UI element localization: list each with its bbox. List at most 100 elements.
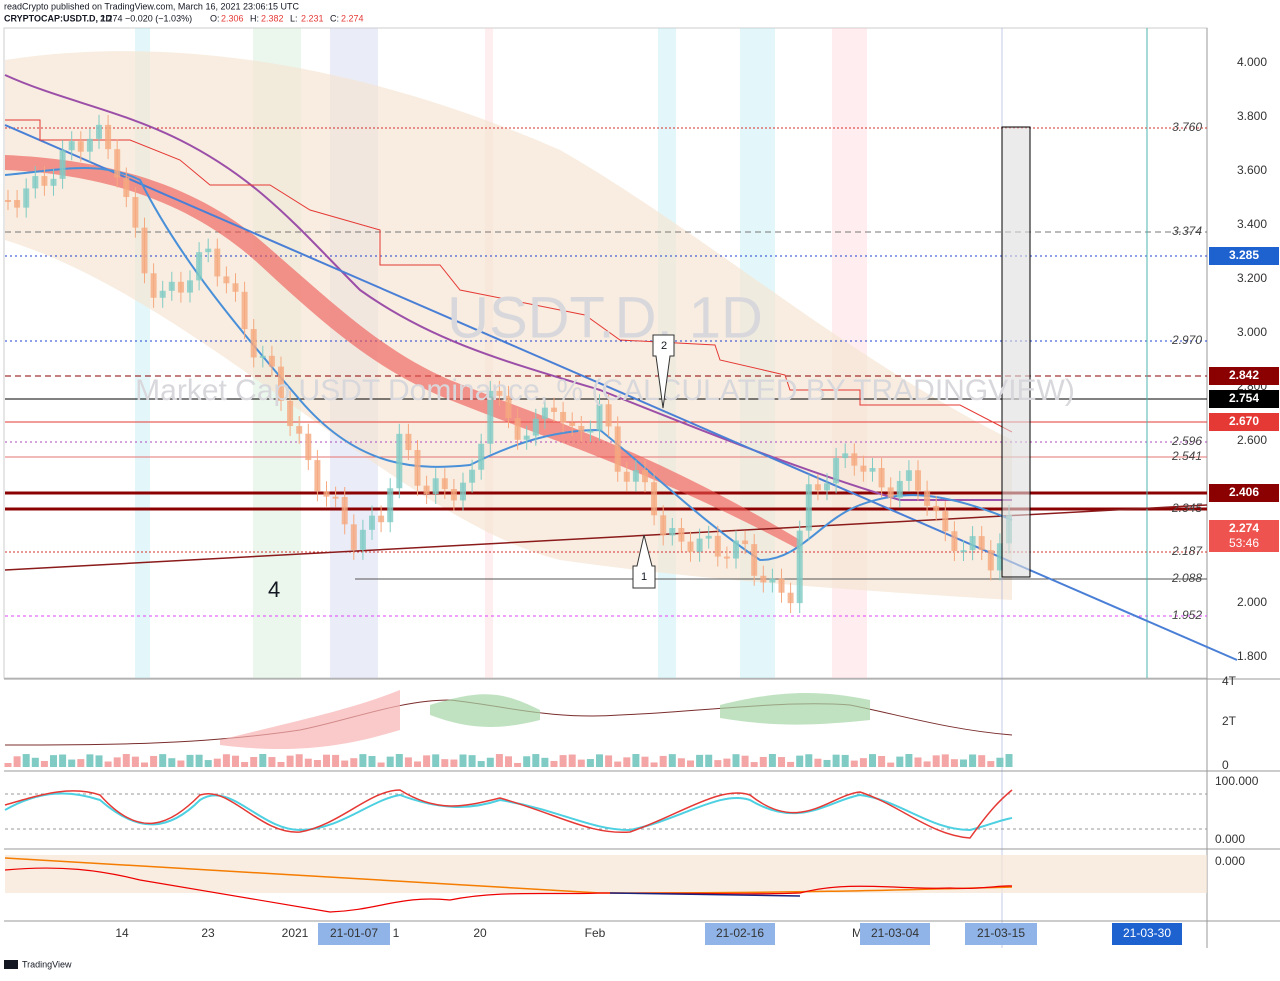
candle — [196, 252, 203, 281]
candle — [996, 543, 1003, 571]
candle — [359, 529, 366, 550]
candle — [569, 422, 576, 426]
level-label: 2.596 — [1171, 434, 1202, 448]
volume-bar — [122, 754, 130, 767]
volume-bar — [414, 761, 421, 767]
candle — [5, 200, 11, 202]
volume-bar — [295, 754, 303, 767]
volume-bar — [459, 754, 467, 767]
footer-logo: TradingView — [4, 959, 72, 969]
candle — [869, 468, 876, 472]
ma-line — [4, 74, 1012, 501]
volume-bar — [1005, 754, 1013, 767]
price-badge — [1209, 390, 1279, 408]
volume-bar — [750, 762, 758, 767]
price-label: 3.800 — [1237, 109, 1267, 123]
volume-bar — [468, 755, 476, 767]
candle — [396, 433, 403, 489]
ema-ribbon — [5, 155, 800, 550]
volume-bar — [778, 757, 785, 767]
volume-bar — [286, 755, 294, 767]
date-badge — [965, 923, 1037, 945]
price-badge — [1209, 413, 1279, 431]
volume-bar — [869, 754, 876, 767]
candle — [987, 550, 994, 571]
candle — [159, 290, 166, 298]
candle — [177, 281, 184, 293]
volume-bar — [759, 756, 767, 767]
volume-bar — [832, 754, 840, 767]
osc-label: 0.000 — [1215, 832, 1245, 846]
candle — [114, 149, 121, 178]
date-label: 21-02-16 — [716, 926, 764, 940]
date-label: 21-01-07 — [330, 926, 378, 940]
candle — [887, 487, 894, 498]
candle — [432, 478, 439, 494]
candle — [405, 433, 412, 451]
volume-bar — [923, 761, 931, 767]
volume-bar — [768, 754, 776, 767]
volume-bar — [377, 762, 385, 767]
price-badge — [1209, 247, 1279, 265]
candle — [696, 538, 703, 552]
volume-bar — [514, 762, 522, 767]
volume-bar — [186, 754, 194, 767]
candle — [523, 435, 530, 440]
volume-bar — [404, 757, 412, 767]
cloud — [220, 690, 400, 750]
candle — [587, 430, 594, 433]
date-label: 21-03-30 — [1123, 926, 1171, 940]
volume-bar — [577, 759, 585, 767]
ohlc-value: 2.231 — [301, 13, 324, 23]
level-label: 3.374 — [1172, 224, 1202, 238]
candle — [378, 515, 385, 523]
volume-bar — [796, 755, 804, 767]
candle — [833, 458, 840, 484]
candle — [86, 138, 93, 152]
candle — [278, 366, 284, 401]
volume-bar — [941, 754, 949, 767]
candle — [259, 355, 266, 358]
volume-bar — [696, 754, 704, 767]
volume-bar — [222, 754, 230, 767]
candle — [578, 425, 585, 433]
date-label: 20 — [473, 926, 487, 940]
ohlc-value: 2.274 — [341, 13, 364, 23]
candle — [942, 511, 949, 532]
price-label: 3.000 — [1237, 325, 1267, 339]
volume-bar — [687, 760, 694, 767]
ohlc-label: H: — [250, 13, 259, 23]
candle — [532, 418, 539, 436]
candle — [350, 524, 357, 550]
candle — [551, 407, 557, 412]
volume-bar — [978, 755, 986, 767]
volume-bar — [505, 756, 512, 767]
volume-bar — [477, 761, 485, 767]
candle — [824, 483, 830, 491]
candle — [778, 578, 785, 593]
volume-bar — [232, 755, 239, 767]
countdown: 53:46 — [1229, 536, 1259, 550]
date-badge — [318, 923, 390, 945]
volume-bar — [905, 754, 913, 767]
date-badge — [860, 923, 930, 945]
candle — [769, 578, 776, 583]
candle — [232, 283, 239, 292]
volume-bar — [395, 754, 403, 767]
header-line: readCrypto published on TradingView.com,… — [4, 1, 300, 11]
volume-bar — [787, 761, 795, 767]
candle — [168, 281, 175, 291]
candle — [669, 528, 676, 536]
volume-bar — [259, 754, 267, 767]
volume-bar — [823, 759, 831, 767]
level-label: 2.088 — [1171, 571, 1202, 585]
candle — [241, 291, 248, 330]
trendline — [4, 124, 1238, 661]
volume-bar — [960, 759, 967, 767]
callout — [652, 334, 675, 409]
candle — [651, 482, 658, 516]
volume-bar — [586, 759, 594, 767]
candle — [596, 404, 603, 431]
candle — [878, 468, 885, 488]
